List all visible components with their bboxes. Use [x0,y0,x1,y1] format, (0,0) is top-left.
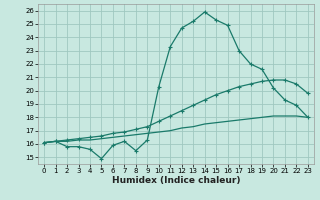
X-axis label: Humidex (Indice chaleur): Humidex (Indice chaleur) [112,176,240,185]
